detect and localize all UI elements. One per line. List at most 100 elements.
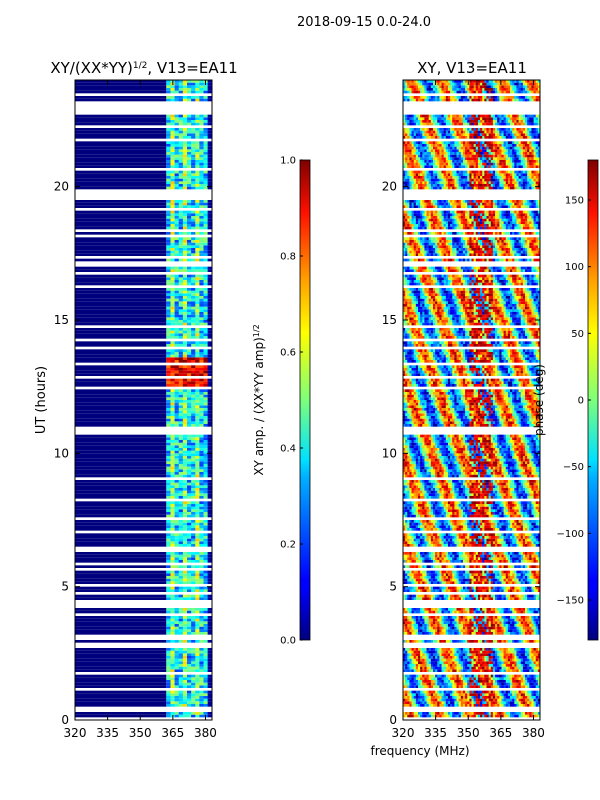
amplitude-cell <box>191 653 196 656</box>
phase-cell <box>482 661 485 664</box>
amplitude-flagged-band <box>75 650 167 654</box>
amplitude-flagged-band <box>75 354 167 358</box>
phase-cell <box>535 597 539 600</box>
amplitude-flagged-band <box>207 482 212 486</box>
phase-cell <box>505 629 509 632</box>
phase-cell <box>501 565 505 568</box>
phase-cell <box>458 578 462 582</box>
amplitude-cell <box>203 352 209 355</box>
phase-cell <box>486 610 490 614</box>
phase-cell <box>454 693 457 696</box>
phase-cell <box>450 714 453 718</box>
phase-cell <box>505 589 509 592</box>
phase-cell <box>486 618 490 622</box>
phase-cell <box>437 664 440 667</box>
amplitude-cell <box>191 482 196 486</box>
amplitude-cell <box>182 181 188 184</box>
amplitude-cell <box>170 328 175 331</box>
amplitude-cell <box>186 677 192 680</box>
phase-cell <box>450 570 453 574</box>
amplitude-cell <box>166 693 171 696</box>
amplitude-cell <box>199 445 204 448</box>
phase-cell <box>535 589 539 592</box>
amplitude-cell <box>170 594 175 598</box>
amplitude-cell <box>195 693 200 696</box>
phase-cell <box>460 677 464 680</box>
phase-cell <box>417 626 421 630</box>
amplitude-cell <box>170 154 175 158</box>
phase-cell <box>450 685 453 688</box>
phase-cell <box>525 608 528 611</box>
amplitude-cell <box>195 370 200 374</box>
phase-cell <box>428 701 432 704</box>
amplitude-cell <box>191 466 196 470</box>
phase-cell <box>456 581 460 584</box>
amplitude-cell <box>195 594 200 598</box>
phase-cell <box>529 640 532 643</box>
phase-cell <box>454 698 457 702</box>
amplitude-cell <box>170 682 175 686</box>
phase-cell <box>443 653 447 656</box>
amplitude-cell <box>191 333 196 336</box>
amplitude-cell <box>166 181 171 184</box>
amplitude-flagged-band <box>207 173 212 176</box>
phase-cell <box>439 656 442 659</box>
phase-cell <box>475 632 479 635</box>
amplitude-cell <box>186 394 192 398</box>
amplitude-cell <box>174 408 180 411</box>
phase-cell <box>407 701 410 704</box>
phase-cell <box>432 682 436 686</box>
phase-cell <box>531 693 534 696</box>
amplitude-cell <box>170 312 175 315</box>
amplitude-cell <box>191 202 196 206</box>
phase-cell <box>411 650 415 654</box>
amplitude-cell <box>195 394 200 398</box>
phase-cell <box>441 618 445 622</box>
amplitude-cell <box>170 565 175 568</box>
amplitude-cell <box>203 250 209 254</box>
amplitude-cell <box>199 210 204 214</box>
amplitude-xtick-label: 380 <box>194 726 217 740</box>
amplitude-cell <box>166 434 171 438</box>
phase-cell <box>490 666 494 670</box>
phase-cell <box>501 714 505 718</box>
phase-cell <box>471 640 475 643</box>
amplitude-cell <box>195 242 200 246</box>
amplitude-cell <box>195 178 200 182</box>
amplitude-cell <box>166 410 171 414</box>
phase-cell <box>435 693 438 696</box>
amplitude-cell <box>191 565 196 568</box>
amplitude-cell <box>186 120 192 123</box>
phase-cell <box>450 664 453 667</box>
amplitude-cell <box>203 88 209 91</box>
amplitude-cell <box>170 205 175 208</box>
amplitude-cell <box>195 464 200 467</box>
amplitude-cell <box>178 304 184 307</box>
phase-cell <box>458 698 462 702</box>
amplitude-cell <box>195 333 200 336</box>
amplitude-cell <box>191 394 196 398</box>
phase-cell <box>505 698 509 702</box>
amplitude-cell <box>182 480 188 483</box>
amplitude-cell <box>195 698 200 702</box>
phase-cell <box>452 658 455 662</box>
amplitude-cell <box>166 370 171 374</box>
phase-cell <box>403 682 406 686</box>
phase-cell <box>497 648 500 651</box>
amplitude-flagged-band <box>75 629 167 632</box>
amplitude-cell <box>195 368 200 371</box>
amplitude-cell <box>186 469 192 472</box>
amplitude-flagged-band <box>207 560 212 563</box>
amplitude-flagged-band <box>207 469 212 472</box>
amplitude-cell <box>191 538 196 542</box>
phase-cell <box>520 696 524 699</box>
amplitude-cell <box>166 522 171 526</box>
phase-cell <box>537 698 540 702</box>
amplitude-cell <box>182 154 188 158</box>
amplitude-cell <box>195 157 200 160</box>
amplitude-cell <box>174 674 180 678</box>
amplitude-cell <box>178 408 184 411</box>
phase-cell <box>415 618 419 622</box>
phase-cell <box>411 714 415 718</box>
phase-cell <box>531 658 534 662</box>
